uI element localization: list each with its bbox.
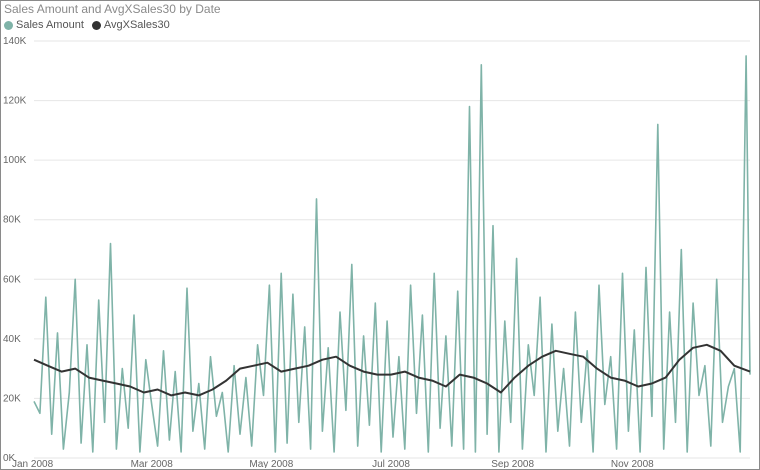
y-tick-label: 20K bbox=[3, 393, 21, 404]
chart-title: Sales Amount and AvgXSales30 by Date bbox=[4, 2, 221, 16]
x-tick-label: Jul 2008 bbox=[372, 459, 410, 468]
legend-label-sales-amount: Sales Amount bbox=[16, 19, 84, 31]
legend-item-sales-amount[interactable]: Sales Amount bbox=[4, 19, 84, 31]
x-tick-label: Nov 2008 bbox=[611, 459, 654, 468]
x-tick-label: May 2008 bbox=[249, 459, 293, 468]
legend-swatch-sales-amount bbox=[4, 20, 13, 30]
x-tick-label: Sep 2008 bbox=[491, 459, 534, 468]
legend-swatch-avgxsales30 bbox=[91, 20, 101, 30]
series-line-avgxsales30[interactable] bbox=[33, 343, 751, 397]
x-tick-label: Mar 2008 bbox=[131, 459, 174, 468]
y-tick-label: 100K bbox=[3, 155, 27, 166]
y-tick-label: 140K bbox=[3, 36, 27, 47]
x-tick-label: Jan 2008 bbox=[12, 459, 54, 468]
legend-item-avgxsales30[interactable]: AvgXSales30 bbox=[91, 19, 170, 31]
y-tick-label: 40K bbox=[3, 334, 21, 345]
legend-label-avgxsales30: AvgXSales30 bbox=[103, 19, 170, 31]
y-tick-label: 80K bbox=[3, 215, 21, 226]
series-line-sales-amount[interactable] bbox=[33, 55, 751, 453]
legend: Sales Amount AvgXSales30 bbox=[4, 19, 178, 31]
y-tick-label: 0K bbox=[3, 453, 16, 464]
y-tick-label: 60K bbox=[3, 274, 21, 285]
y-tick-label: 120K bbox=[3, 96, 27, 107]
